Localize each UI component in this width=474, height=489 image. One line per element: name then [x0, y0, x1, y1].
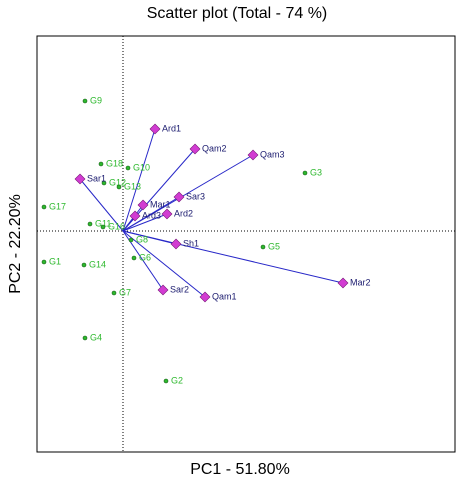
vector-marker [337, 277, 349, 289]
point [41, 259, 47, 265]
point [82, 335, 88, 341]
vector-label: Mar1 [150, 199, 171, 209]
vector-line [122, 196, 180, 232]
vector-marker [199, 291, 211, 303]
point [98, 161, 104, 167]
point-label: G9 [90, 95, 102, 105]
point [101, 180, 107, 186]
vector-marker [129, 210, 141, 222]
point-label: G16 [108, 221, 125, 231]
vector-label: Mar2 [350, 277, 371, 287]
vector-marker [137, 199, 149, 211]
point-label: G4 [90, 332, 102, 342]
vector-label: Sh1 [183, 238, 199, 248]
y-axis-label: PC2 - 22.20% [7, 194, 24, 294]
point [302, 170, 308, 176]
chart-title: Scatter plot (Total - 74 %) [147, 5, 328, 22]
point-label: G11 [95, 218, 111, 228]
point [163, 378, 169, 384]
vector-marker [173, 191, 185, 203]
point-label: G3 [310, 167, 322, 177]
point [128, 237, 134, 243]
vector-marker [149, 123, 161, 135]
point [260, 244, 266, 250]
vector-label: Qam1 [212, 291, 237, 301]
point [100, 224, 106, 230]
point-label: G2 [171, 375, 183, 385]
point [87, 221, 93, 227]
vector-label: Sar1 [87, 173, 106, 183]
point-label: G18 [106, 158, 123, 168]
point [116, 184, 122, 190]
point-label: G14 [89, 259, 106, 269]
vector-label: Ard2 [174, 208, 193, 218]
point-label: G1 [49, 256, 61, 266]
vector-marker [74, 173, 86, 185]
vector-line [122, 213, 168, 232]
point [111, 290, 117, 296]
point-label: G8 [136, 234, 148, 244]
vector-label: Ard1 [162, 123, 181, 133]
point [41, 204, 47, 210]
point-label: G6 [139, 252, 151, 262]
vector-line [79, 178, 124, 232]
vector-label: Sar3 [186, 191, 205, 201]
point-label: G12 [109, 177, 126, 187]
vector-marker [247, 149, 259, 161]
vector-label: Sar2 [170, 284, 189, 294]
point [125, 165, 131, 171]
x-axis-label: PC1 - 51.80% [190, 461, 290, 478]
vector-label: Qam3 [260, 149, 285, 159]
vector-label: Ard3 [142, 210, 161, 220]
plot-frame [36, 35, 456, 453]
vector-marker [157, 284, 169, 296]
point [82, 98, 88, 104]
vector-line [122, 128, 156, 232]
point-label: G7 [119, 287, 131, 297]
point [81, 262, 87, 268]
point-label: G5 [268, 241, 280, 251]
vector-line [122, 230, 206, 298]
point-label: G17 [49, 201, 66, 211]
vector-marker [161, 208, 173, 220]
point-label: G10 [133, 162, 150, 172]
vector-marker [189, 143, 201, 155]
vector-label: Qam2 [202, 143, 227, 153]
vector-marker [170, 238, 182, 250]
point [131, 255, 137, 261]
point-label: G13 [124, 181, 141, 191]
vector-line [122, 230, 344, 284]
